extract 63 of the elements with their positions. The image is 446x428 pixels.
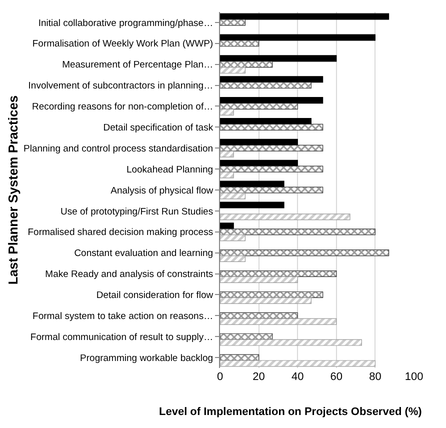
- x-tick-label: 20: [252, 371, 265, 383]
- y-tick-label: Formal system to take action on reasons…: [32, 310, 214, 322]
- y-tick-label: Formal communication of result to supply…: [30, 332, 214, 343]
- bar: [220, 255, 246, 262]
- bar: [220, 97, 324, 104]
- bar: [220, 339, 362, 346]
- y-tick-label: Programming workable backlog: [80, 352, 214, 364]
- bar: [220, 67, 246, 74]
- bar: [220, 172, 234, 178]
- bar: [220, 291, 324, 298]
- x-tick-label: 80: [369, 371, 382, 383]
- bar: [220, 108, 234, 116]
- y-tick-label: Detail consideration for flow: [96, 290, 214, 302]
- bar: [220, 297, 312, 304]
- bar: [220, 124, 324, 130]
- bar: [220, 214, 350, 220]
- y-tick-label: Involvement of subcontractors in planning…: [28, 80, 214, 92]
- y-tick-label: Constant evaluation and learning: [74, 248, 214, 260]
- bar: [220, 76, 324, 83]
- bar: [220, 312, 298, 319]
- bar: [220, 318, 337, 325]
- x-tick-label: 40: [291, 371, 304, 383]
- bar: [220, 166, 324, 172]
- bar: [220, 40, 260, 47]
- bar: [220, 234, 246, 242]
- bar: [220, 102, 298, 110]
- bar: [220, 270, 337, 278]
- bar: [220, 192, 246, 200]
- y-tick-label: Make Ready and analysis of constraints: [45, 269, 214, 280]
- y-tick-label: Analysis of physical flow: [110, 185, 214, 196]
- bar: [220, 34, 376, 41]
- bar: [220, 202, 284, 208]
- y-tick-label: Detail specification of task: [103, 122, 214, 134]
- y-tick-label: Use of prototyping/First Run Studies: [60, 206, 214, 218]
- bar: [220, 360, 376, 367]
- bar: [220, 19, 246, 26]
- bar: [220, 354, 260, 361]
- bar: [220, 82, 312, 89]
- y-tick-label: Planning and control process standardisation: [24, 143, 214, 154]
- bar: [220, 138, 298, 146]
- bar: [220, 55, 337, 62]
- y-tick-label: Formalised shared decision making process: [28, 227, 214, 238]
- x-tick-label: 100: [404, 371, 424, 383]
- bar: [220, 150, 234, 158]
- bar: [220, 13, 390, 20]
- x-tick-label: 60: [330, 371, 343, 383]
- bar: [220, 186, 324, 194]
- x-tick-label: 0: [216, 371, 224, 383]
- bar: [220, 222, 234, 230]
- bar: [220, 228, 376, 236]
- y-axis-title: Last Planner System Practices: [5, 95, 20, 285]
- bar: [220, 160, 298, 166]
- bar: [220, 250, 390, 256]
- y-tick-label: Measurement of Percentage Plan…: [62, 60, 214, 71]
- bar: [220, 118, 312, 125]
- bar: [220, 276, 298, 283]
- x-axis-title: Level of Implementation on Projects Observed (%): [159, 406, 422, 418]
- bar: [220, 144, 324, 152]
- bar: [220, 61, 273, 68]
- y-tick-label: Recording reasons for non-completion of…: [32, 102, 214, 113]
- y-tick-label: Lookahead Planning: [126, 164, 214, 176]
- y-tick-label: Formalisation of Weekly Work Plan (WWP): [32, 38, 214, 50]
- y-tick-label: Initial collaborative programming/phase…: [38, 18, 214, 29]
